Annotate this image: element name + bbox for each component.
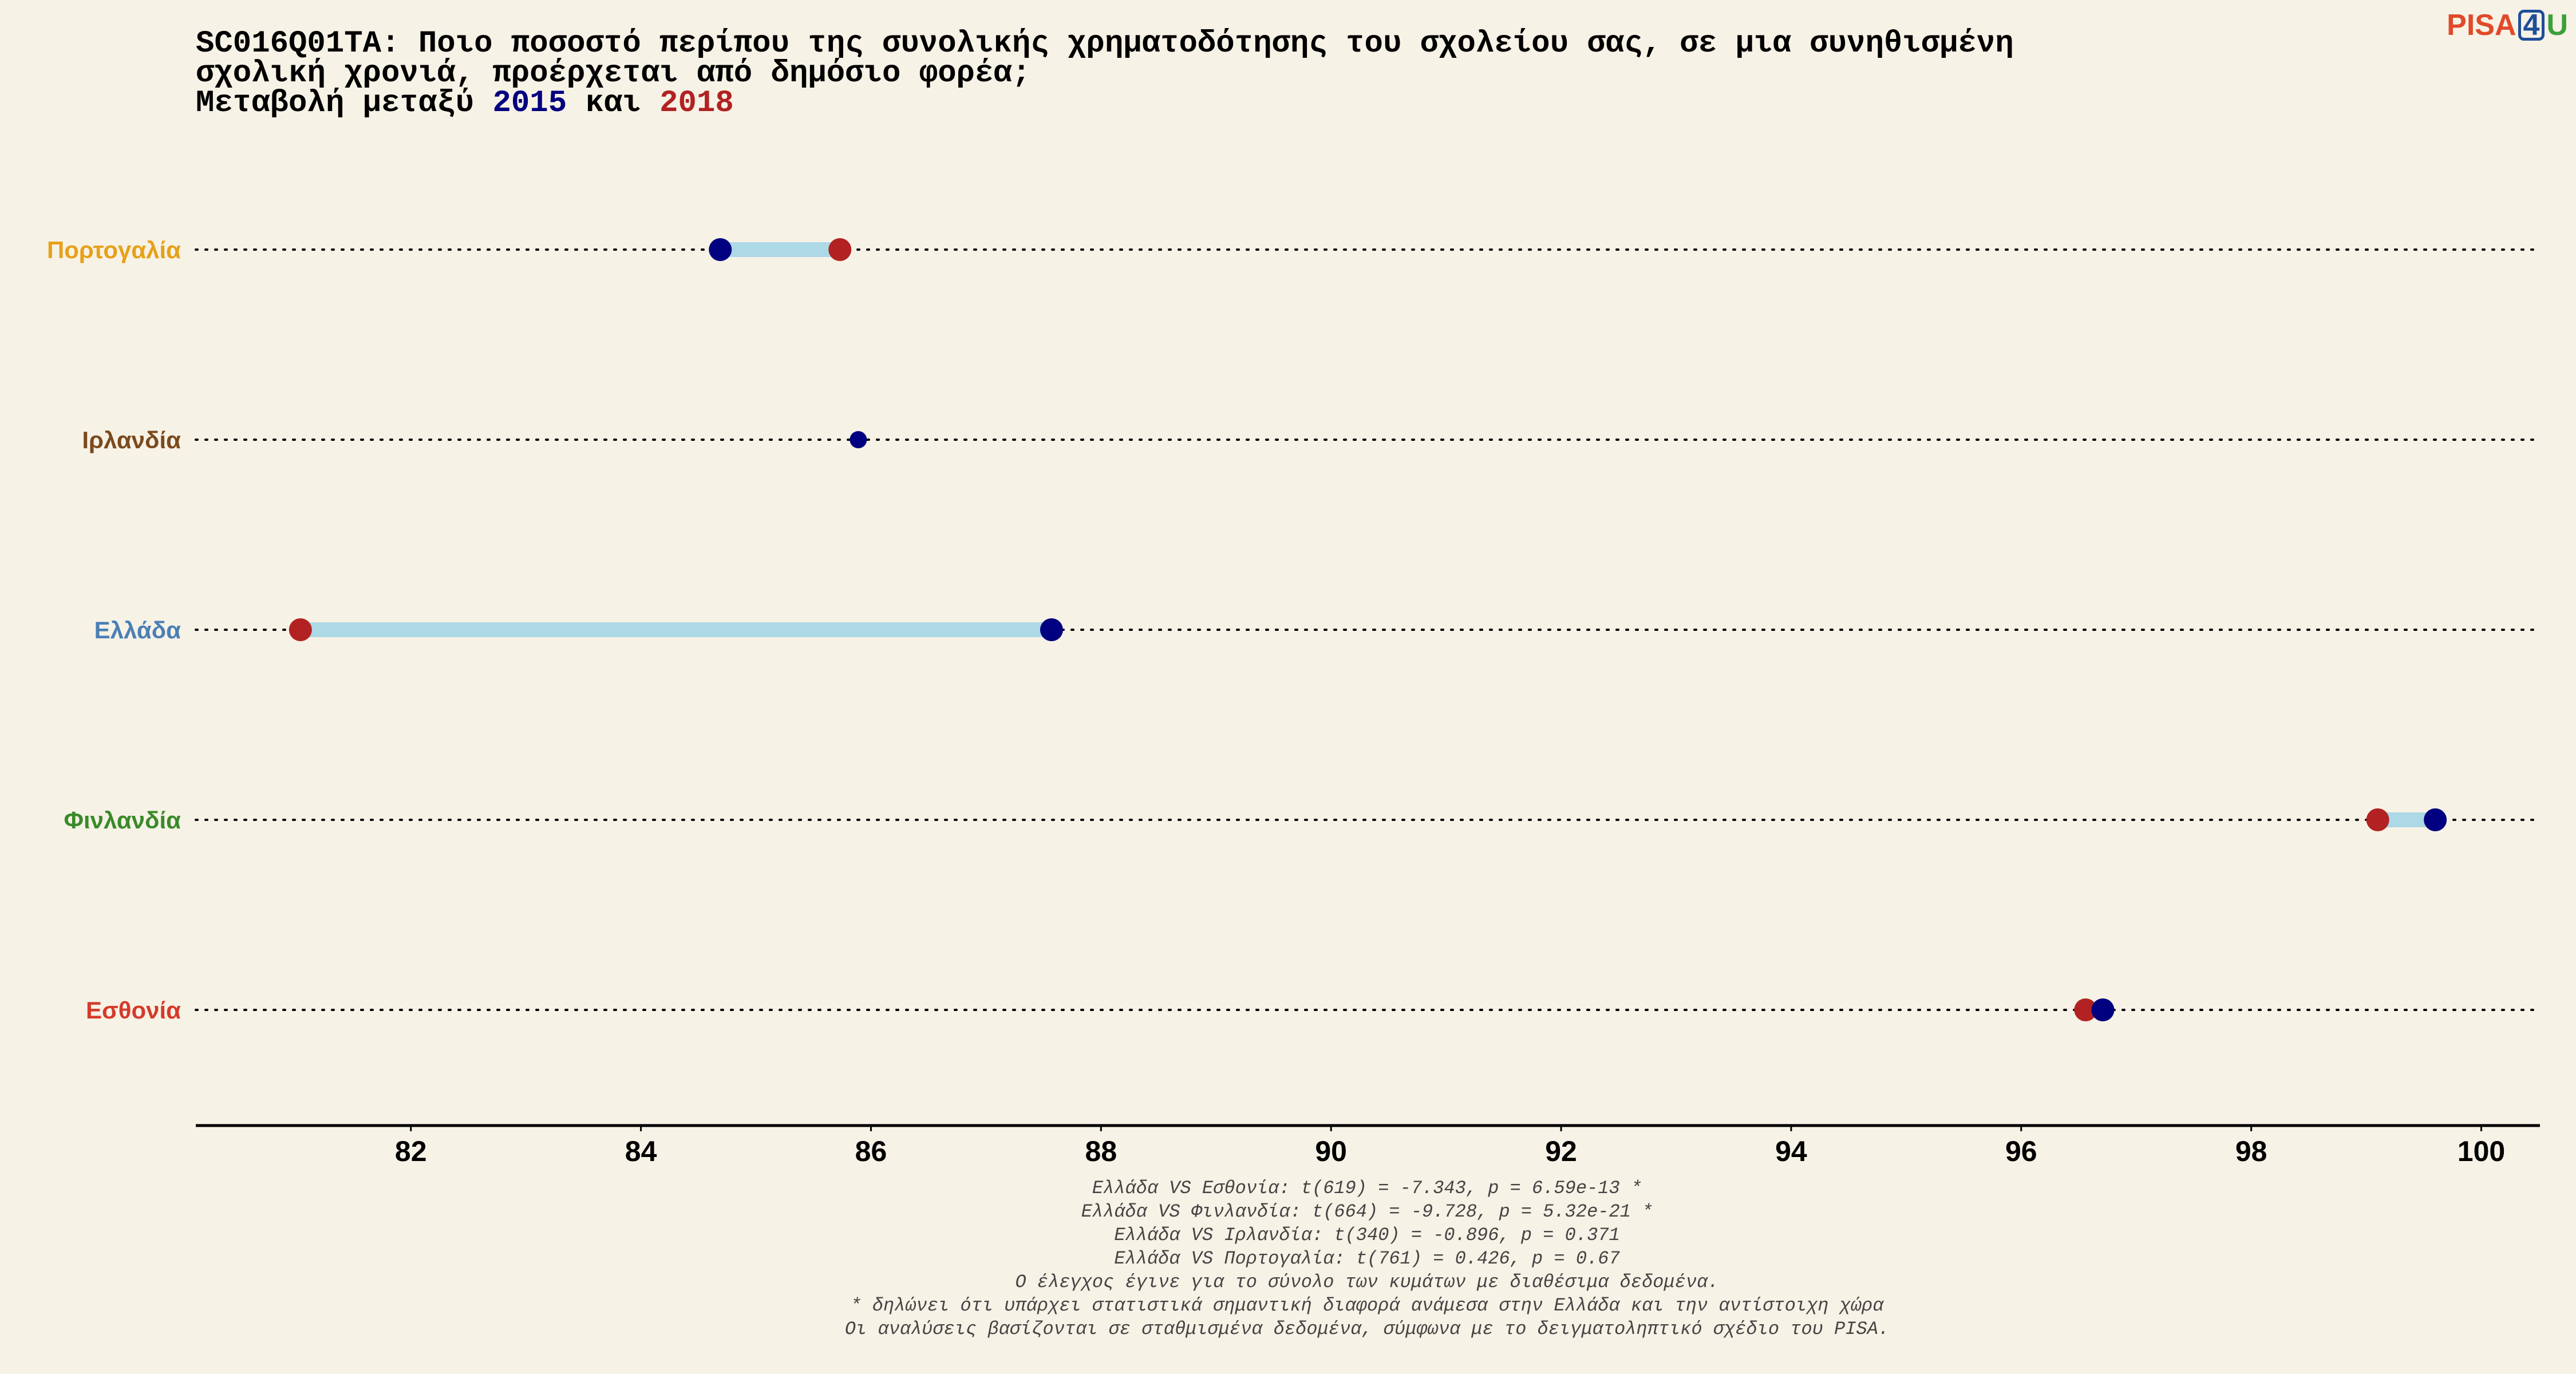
logo-part: U [2546,9,2568,42]
subtitle-part: Μεταβολή μεταξύ [196,86,474,121]
x-tick-label: 96 [2005,1135,2037,1167]
x-tick-label: 98 [2235,1135,2267,1167]
dot [1040,618,1063,641]
subtitle: Μεταβολή μεταξύ 2015 και 2018 [196,86,734,121]
footnote: * δηλώνει ότι υπάρχει στατιστικά σημαντι… [850,1295,1884,1316]
dot [2074,998,2097,1021]
x-tick-label: 84 [625,1135,657,1167]
subtitle-part: και [586,86,641,121]
logo: PISA 4 U [2447,8,2568,42]
x-tick-label: 88 [1085,1135,1117,1167]
footnote: Ελλάδα VS Πορτογαλία: t(761) = 0.426, p … [1114,1248,1620,1269]
dot [2091,998,2115,1021]
x-tick-label: 92 [1545,1135,1577,1167]
dot [2424,808,2447,831]
category-label: Φινλανδία [64,807,181,834]
subtitle-part: 2018 [659,86,734,121]
category-label: Ιρλανδία [82,427,181,453]
footnote: Ελλάδα VS Εσθονία: t(619) = -7.343, p = … [1092,1178,1642,1199]
footnote: Ελλάδα VS Ιρλανδία: t(340) = -0.896, p =… [1114,1225,1619,1246]
dot [828,238,852,261]
category-label: Πορτογαλία [47,236,181,263]
footnote: Ο έλεγχος έγινε για το σύνολο των κυμάτω… [1016,1272,1719,1293]
dot [709,238,732,261]
logo-part: 4 [2518,10,2545,41]
category-label: Ελλάδα [94,617,181,643]
chart-title: SC016Q01TA: Ποιο ποσοστό περίπου της συν… [196,26,2014,91]
footnote: Ελλάδα VS Φινλανδία: t(664) = -9.728, p … [1081,1201,1653,1222]
category-label: Εσθονία [86,997,181,1024]
subtitle-part: 2015 [493,86,567,121]
x-tick-label: 90 [1315,1135,1347,1167]
x-tick-label: 94 [1775,1135,1807,1167]
dot [289,618,312,641]
x-tick-label: 86 [855,1135,887,1167]
dot [850,431,867,448]
dot [2366,808,2389,831]
footnote: Οι αναλύσεις βασίζονται σε σταθμισμένα δ… [845,1318,1889,1340]
logo-part: PISA [2447,9,2516,42]
x-tick-label: 100 [2458,1135,2505,1167]
x-tick-label: 82 [395,1135,427,1167]
